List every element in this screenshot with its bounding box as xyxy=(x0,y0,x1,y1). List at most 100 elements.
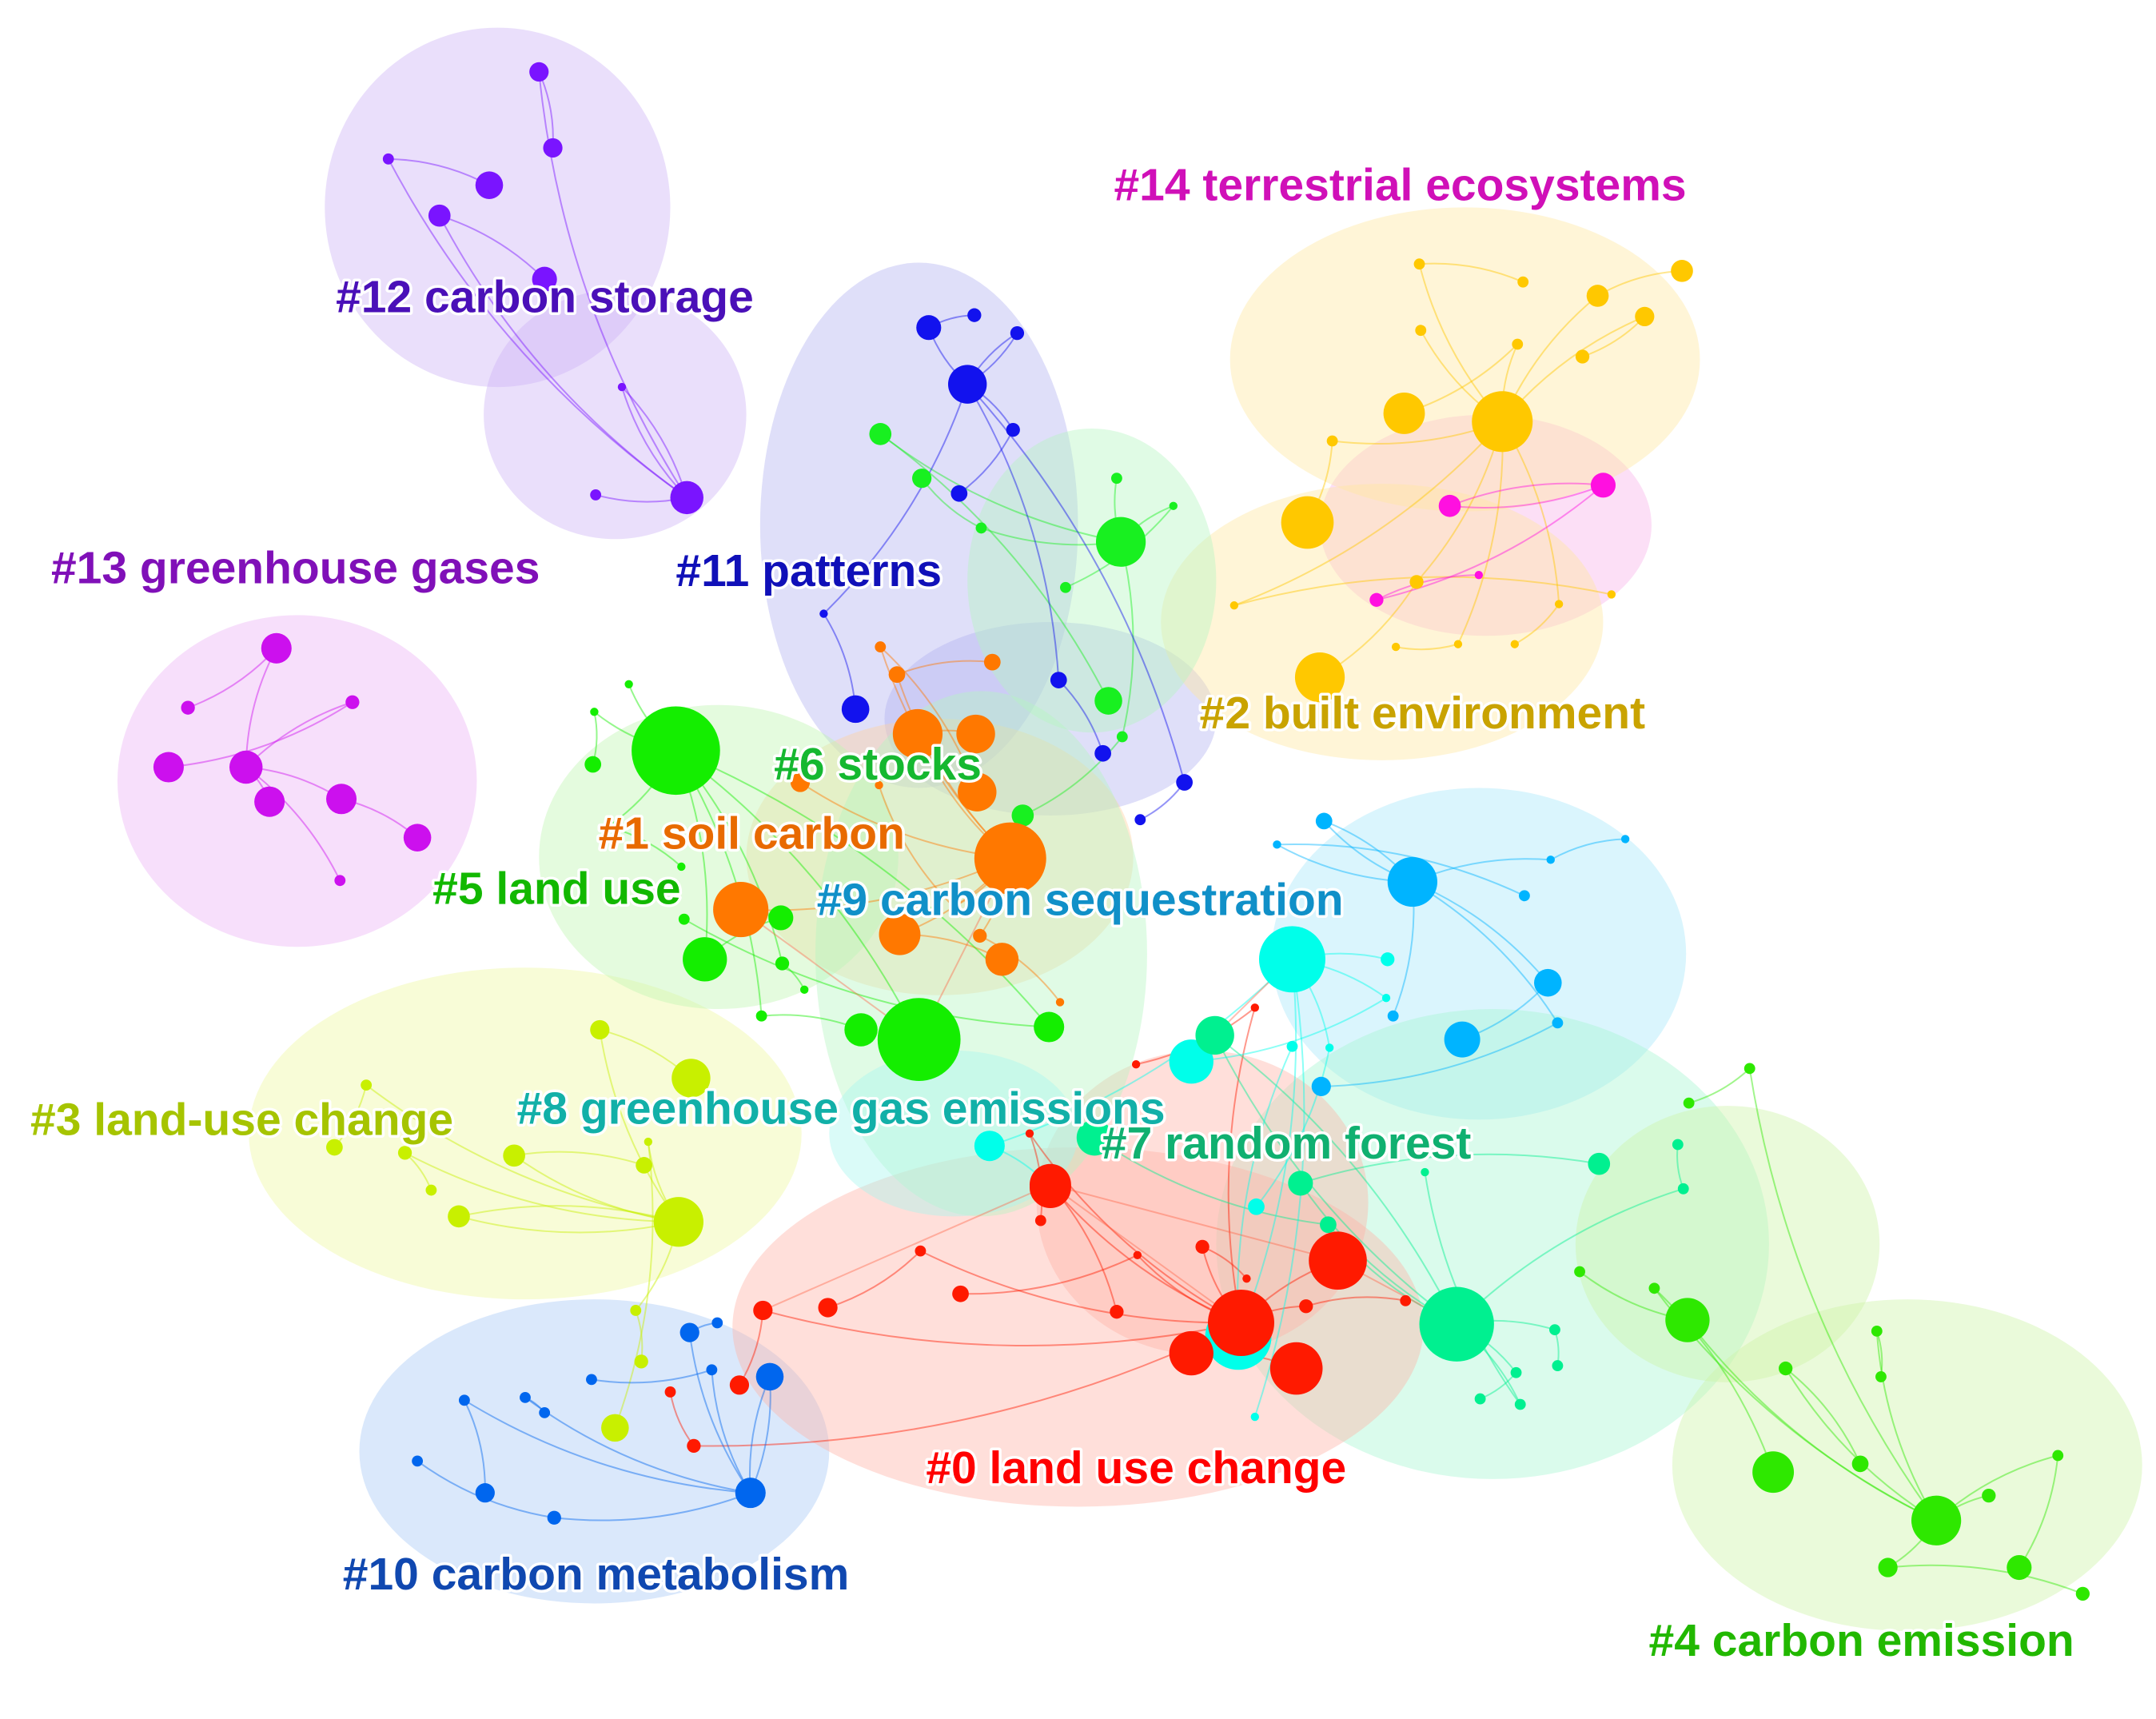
cluster-0-node xyxy=(1250,1003,1259,1012)
cluster-1-label: #1 soil carbon xyxy=(599,808,905,859)
cluster-9-node xyxy=(1444,1021,1481,1058)
cluster-11-label: #11 patterns xyxy=(675,545,942,596)
cluster-7-node xyxy=(1474,1393,1486,1405)
cluster-0-node xyxy=(729,1375,750,1395)
cluster-7-node xyxy=(1288,1171,1313,1196)
cluster-1-node xyxy=(1055,998,1065,1007)
cluster-7-node xyxy=(1549,1324,1560,1336)
cluster-2-node xyxy=(1453,640,1463,648)
cluster-11-node xyxy=(1134,814,1146,826)
cluster-11-node xyxy=(967,308,982,322)
cluster-12-node xyxy=(617,382,627,392)
cluster-12-edge xyxy=(538,71,688,498)
cluster-11-node xyxy=(1094,744,1111,762)
cluster-2-node xyxy=(1326,435,1338,447)
cluster-8-hull xyxy=(829,1050,1078,1217)
cluster-13-label: #13 greenhouse gases xyxy=(51,543,540,594)
cluster-7-edge xyxy=(1213,1035,1457,1326)
cluster-6-node xyxy=(975,522,987,534)
cluster-5-node xyxy=(1034,1011,1065,1043)
cluster-9-node xyxy=(1387,856,1437,907)
cluster-3-edge xyxy=(365,1084,679,1223)
cluster-5-node xyxy=(624,680,633,688)
cluster-11-node xyxy=(841,695,870,724)
cluster-4-node xyxy=(1779,1361,1793,1376)
cluster-1-node xyxy=(983,653,1001,671)
cluster-6-edge xyxy=(1120,541,1134,737)
cluster-3-edge xyxy=(458,1205,679,1223)
cluster-8-label: #8 greenhouse gas emissions xyxy=(517,1083,1166,1135)
cluster-6-node xyxy=(1110,473,1122,485)
cluster-0-node xyxy=(915,1245,927,1257)
cluster-9-edge xyxy=(1277,843,1525,897)
cluster-7-edge xyxy=(1300,1153,1600,1184)
cluster-11-edge xyxy=(1058,679,1104,754)
cluster-labels: #0 land use change #1 soil carbon #2 built… xyxy=(28,157,2078,1669)
cluster-6-hull xyxy=(967,428,1217,733)
cluster-2-edge xyxy=(1395,643,1459,651)
cluster-5-edge xyxy=(608,825,682,867)
cluster-2-node xyxy=(1586,285,1609,307)
cluster-4-hull xyxy=(1672,1299,2142,1632)
cluster-4-node xyxy=(1851,1455,1869,1473)
cluster-7-node xyxy=(1514,1398,1526,1410)
cluster-11-node xyxy=(950,485,968,502)
cluster-0-node xyxy=(1169,1330,1213,1376)
cluster-9-node xyxy=(1620,835,1630,844)
cluster-7-node xyxy=(1672,1139,1684,1151)
cluster-8-node xyxy=(1250,1412,1259,1422)
cluster-3-edge xyxy=(614,1141,654,1429)
cluster-10-edge xyxy=(464,1399,751,1494)
cluster-4-node xyxy=(1648,1282,1660,1294)
cluster-12-node xyxy=(543,138,563,158)
cluster-0-node xyxy=(1309,1231,1367,1290)
cluster-14-node xyxy=(1369,592,1384,607)
cluster-5-node xyxy=(905,1051,928,1075)
cluster-6-hull xyxy=(815,691,1147,1217)
cluster-4-node xyxy=(1878,1557,1898,1577)
cluster-2-node xyxy=(1510,640,1520,648)
cluster-12-node xyxy=(670,481,703,515)
cluster-3-node xyxy=(326,1139,343,1156)
cluster-10-edge xyxy=(524,1397,751,1494)
cluster-9-node xyxy=(1315,812,1333,830)
cluster-12-hull xyxy=(325,27,671,388)
cluster-10-label: #10 carbon metabolism xyxy=(343,1549,850,1600)
cluster-4-node xyxy=(1911,1495,1962,1546)
cluster-14-hull xyxy=(1320,414,1652,636)
cluster-9-node xyxy=(1519,890,1530,902)
cluster-4-node xyxy=(1752,1451,1795,1494)
cluster-1-node xyxy=(875,641,887,653)
cluster-4-hull xyxy=(1575,1106,1880,1382)
cluster-6-node xyxy=(912,469,932,489)
cluster-0-edge xyxy=(763,1309,1241,1347)
cluster-11-node xyxy=(947,365,987,404)
cluster-3-edge xyxy=(458,1215,679,1234)
cluster-0-node xyxy=(1025,1129,1034,1138)
cluster-10-edge xyxy=(591,1369,712,1384)
cluster-9-node xyxy=(1546,856,1555,864)
cluster-7-edge xyxy=(1094,1137,1329,1226)
cluster-4-edge xyxy=(1687,1319,1937,1522)
cluster-0-node xyxy=(1269,1342,1323,1395)
cluster-0-node xyxy=(1299,1299,1313,1314)
cluster-12-node xyxy=(382,153,394,165)
cluster-11-edge xyxy=(958,429,1014,495)
cluster-10-node xyxy=(520,1391,531,1403)
cluster-2-node xyxy=(1575,349,1590,364)
cluster-0-edge xyxy=(827,1250,922,1309)
cluster-12-node xyxy=(529,62,549,82)
cluster-11-edge xyxy=(966,384,1060,680)
cluster-4-node xyxy=(1871,1325,1883,1337)
cluster-2-node xyxy=(1229,601,1239,610)
cluster-1-node xyxy=(713,882,769,938)
cluster-3-node xyxy=(630,1305,642,1316)
cluster-2-node xyxy=(1415,325,1427,337)
cluster-1-node xyxy=(974,822,1046,895)
cluster-2-node xyxy=(1294,652,1345,703)
cluster-10-edge xyxy=(711,1370,751,1494)
cluster-11-node xyxy=(1006,423,1020,437)
cluster-8-edge xyxy=(989,959,1293,1147)
cluster-14-edge xyxy=(1449,484,1604,509)
cluster-4-edge xyxy=(2018,1455,2059,1569)
